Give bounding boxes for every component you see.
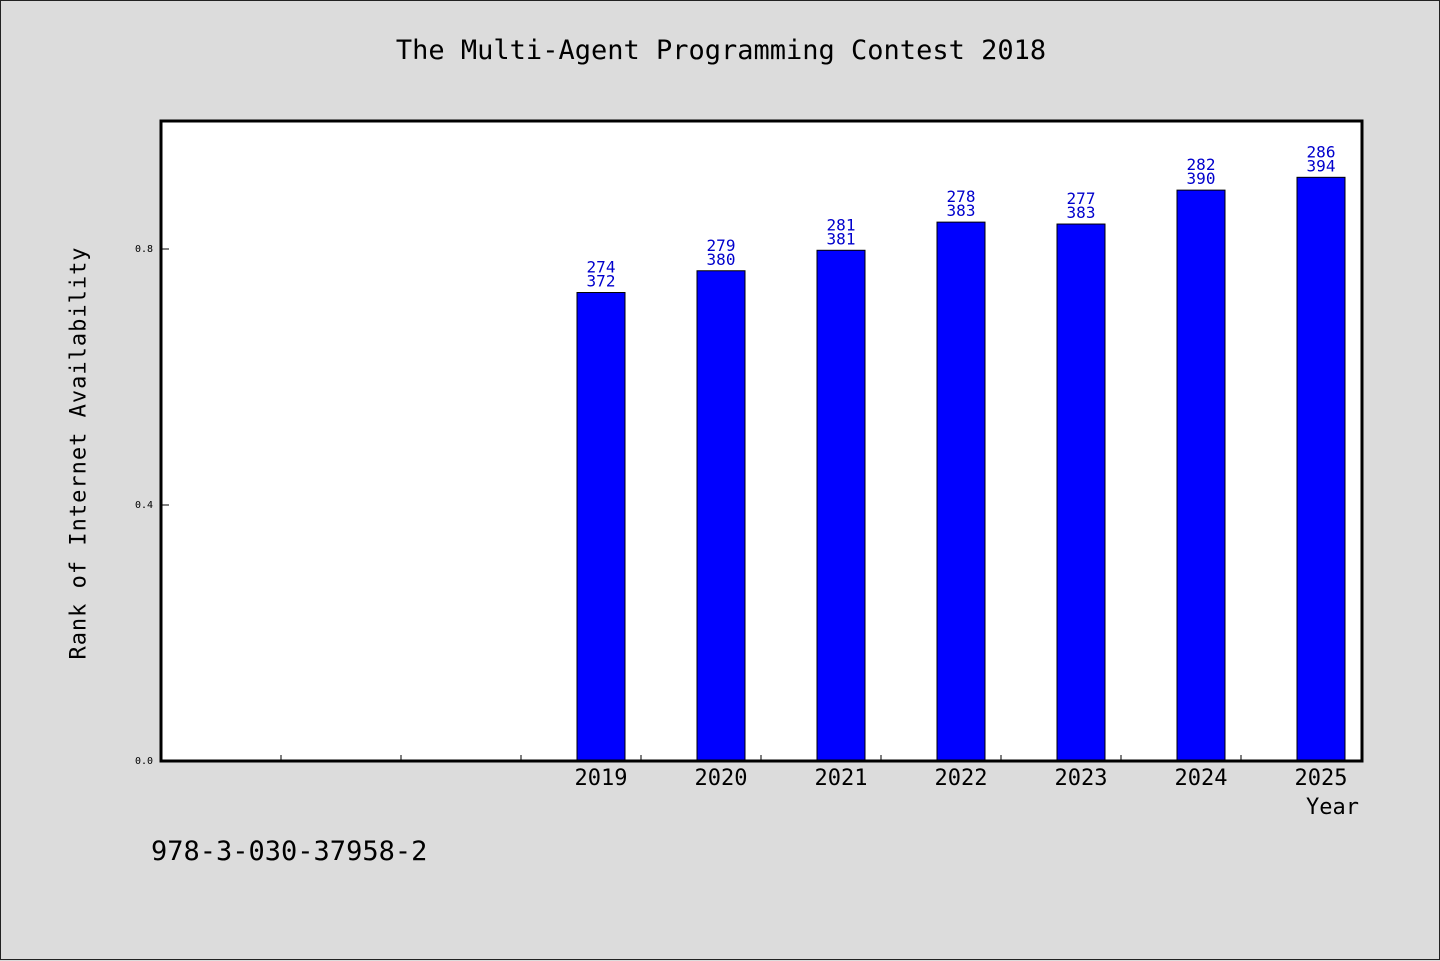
x-tick-label: 2021 <box>815 766 868 791</box>
bar-data-label: 380 <box>707 250 736 269</box>
x-tick-label: 2023 <box>1055 766 1108 791</box>
bar <box>936 221 986 762</box>
isbn-footer: 978-3-030-37958-2 <box>151 836 428 867</box>
plot-frame <box>159 119 1364 763</box>
bar-data-label: 383 <box>947 201 976 220</box>
bar <box>816 249 866 762</box>
bar <box>1056 223 1106 762</box>
bar <box>696 270 746 762</box>
x-axis-label: Year <box>1306 795 1359 820</box>
bar-data-label: 383 <box>1067 203 1096 222</box>
bar-data-label: 381 <box>827 229 856 248</box>
x-tick-label: 2024 <box>1175 766 1228 791</box>
bar-data-label: 282 <box>1187 155 1216 174</box>
bar-data-label: 279 <box>707 236 736 255</box>
x-tick-label: 2020 <box>695 766 748 791</box>
y-tick-label: 0.8 <box>135 244 153 255</box>
x-tick-label: 2022 <box>935 766 988 791</box>
bar-data-label: 281 <box>827 215 856 234</box>
bar-data-label: 277 <box>1067 189 1096 208</box>
bar <box>1176 189 1226 762</box>
bar-data-label: 394 <box>1307 156 1336 175</box>
bar <box>1296 176 1346 762</box>
bar-data-label: 278 <box>947 187 976 206</box>
y-tick-label: 0.0 <box>135 756 153 767</box>
bar-data-label: 390 <box>1187 169 1216 188</box>
bar <box>576 292 626 762</box>
chart-title: The Multi-Agent Programming Contest 2018 <box>395 35 1047 66</box>
bar-data-label: 286 <box>1307 142 1336 161</box>
x-tick-label: 2019 <box>575 766 628 791</box>
y-tick-label: 0.4 <box>135 500 153 511</box>
x-tick-label: 2025 <box>1295 766 1348 791</box>
bar-data-label: 274 <box>587 258 616 277</box>
plot-area <box>161 121 1362 761</box>
bar-data-label: 372 <box>587 272 616 291</box>
